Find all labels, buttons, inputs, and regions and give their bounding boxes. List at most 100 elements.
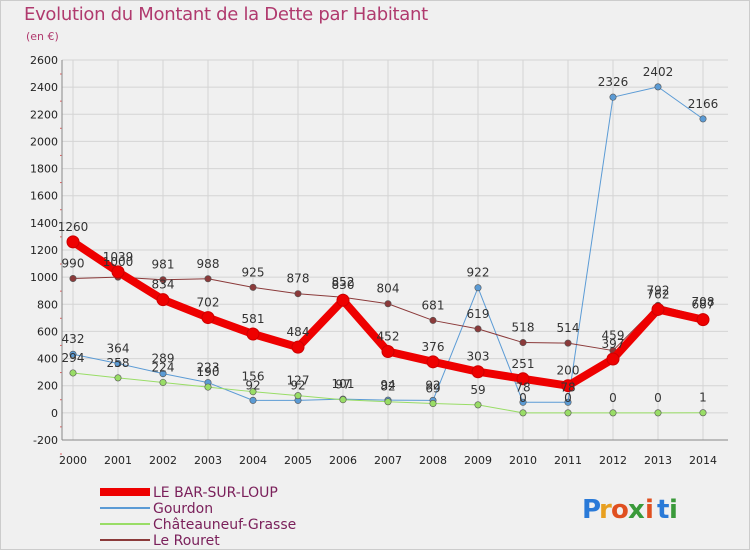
- legend-label: Gourdon: [153, 501, 213, 517]
- data-label: 619: [467, 307, 490, 321]
- data-point: [201, 311, 215, 325]
- data-label: 514: [557, 321, 580, 335]
- data-label: 990: [62, 257, 85, 271]
- data-point: [381, 345, 395, 359]
- data-label: 518: [512, 321, 535, 335]
- data-label: 92: [290, 378, 305, 392]
- x-tick-label: 2001: [104, 454, 132, 467]
- data-point: [159, 378, 167, 386]
- y-tick-label: 0: [51, 407, 58, 420]
- data-label: 0: [519, 391, 527, 405]
- data-point: [66, 235, 80, 249]
- x-tick-label: 2003: [194, 454, 222, 467]
- data-point: [561, 379, 575, 393]
- data-point: [384, 398, 392, 406]
- data-label: 92: [245, 378, 260, 392]
- data-point: [474, 325, 482, 333]
- data-label: 251: [512, 357, 535, 371]
- logo-letter: r: [599, 495, 612, 525]
- data-point: [651, 302, 665, 316]
- data-point: [114, 359, 122, 367]
- data-point: [69, 350, 77, 358]
- legend-label: Le Rouret: [153, 533, 220, 549]
- data-point: [384, 300, 392, 308]
- logo-letter: P: [582, 495, 601, 525]
- data-point: [429, 399, 437, 407]
- y-tick-label: 2000: [30, 135, 58, 148]
- x-tick-label: 2011: [554, 454, 582, 467]
- data-point: [159, 276, 167, 284]
- data-point: [429, 316, 437, 324]
- data-label: 0: [654, 391, 662, 405]
- x-tick-label: 2006: [329, 454, 357, 467]
- data-label: 581: [242, 312, 265, 326]
- y-tick-label: 1800: [30, 163, 58, 176]
- data-label: 2326: [598, 75, 629, 89]
- data-label: 190: [197, 365, 220, 379]
- x-tick-label: 2007: [374, 454, 402, 467]
- data-label: 852: [332, 275, 355, 289]
- legend-label: Châteauneuf-Grasse: [153, 517, 296, 533]
- data-label: 156: [242, 370, 265, 384]
- data-point: [156, 293, 170, 307]
- data-label: 708: [692, 295, 715, 309]
- data-label: 200: [557, 364, 580, 378]
- y-tick-label: 2200: [30, 108, 58, 121]
- y-tick-label: 1200: [30, 244, 58, 257]
- data-point: [564, 339, 572, 347]
- x-tick-label: 2002: [149, 454, 177, 467]
- data-point: [699, 409, 707, 417]
- data-label: 78: [515, 380, 530, 394]
- data-label: 2402: [643, 65, 674, 79]
- data-point: [471, 365, 485, 379]
- data-point: [69, 274, 77, 282]
- y-tick-label: 600: [37, 325, 58, 338]
- data-point: [654, 409, 662, 417]
- data-label: 922: [467, 266, 490, 280]
- data-point: [204, 383, 212, 391]
- legend-entry: Gourdon: [100, 501, 213, 517]
- data-label: 459: [602, 329, 625, 343]
- x-tick-label: 2008: [419, 454, 447, 467]
- x-tick-label: 2009: [464, 454, 492, 467]
- y-tick-label: 2400: [30, 81, 58, 94]
- data-label: 878: [287, 272, 310, 286]
- data-point: [246, 327, 260, 341]
- data-point: [699, 115, 707, 123]
- legend-label: LE BAR-SUR-LOUP: [153, 485, 278, 501]
- data-label: 1: [699, 391, 707, 405]
- data-label: 925: [242, 265, 265, 279]
- data-point: [654, 83, 662, 91]
- data-label: 303: [467, 350, 490, 364]
- data-point: [474, 284, 482, 292]
- legend-entry: Châteauneuf-Grasse: [100, 517, 296, 533]
- logo-letter: i: [645, 495, 654, 525]
- data-label: 101: [332, 377, 355, 391]
- x-tick-label: 2012: [599, 454, 627, 467]
- data-label: 981: [152, 258, 175, 272]
- data-label: 376: [422, 340, 445, 354]
- data-label: 258: [107, 356, 130, 370]
- data-point: [609, 93, 617, 101]
- data-label: 432: [62, 332, 85, 346]
- y-tick-label: 1600: [30, 190, 58, 203]
- y-tick-label: 2600: [30, 54, 58, 67]
- data-label: 452: [377, 330, 400, 344]
- data-label: 2166: [688, 97, 719, 111]
- y-tick-label: 800: [37, 298, 58, 311]
- data-point: [474, 401, 482, 409]
- data-point: [204, 275, 212, 283]
- data-label: 484: [287, 325, 310, 339]
- data-point: [291, 340, 305, 354]
- data-point: [249, 388, 257, 396]
- data-label: 82: [380, 380, 395, 394]
- data-label: 830: [332, 278, 355, 292]
- data-point: [111, 265, 125, 279]
- x-tick-label: 2014: [689, 454, 717, 467]
- data-label: 224: [152, 360, 175, 374]
- data-point: [606, 352, 620, 366]
- data-label: 834: [152, 278, 175, 292]
- data-label: 69: [425, 381, 440, 395]
- data-point: [564, 398, 572, 406]
